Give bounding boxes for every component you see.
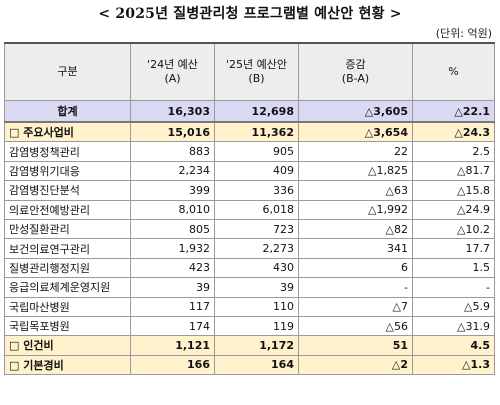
table-row: 감염병진단분석 399 336 △63 △15.8 — [4, 180, 495, 201]
row-percent: △5.9 — [412, 296, 495, 317]
table-row: 만성질환관리 805 723 △82 △10.2 — [4, 218, 495, 240]
table-row-personnel: □ 인건비 1,121 1,172 51 4.5 — [4, 335, 495, 356]
table-row-basic-expenses: □ 기본경비 166 164 △2 △1.3 — [4, 354, 495, 376]
header-change-label: 증감 — [345, 58, 366, 71]
row-2025: 409 — [214, 160, 299, 182]
table-row: 보건의료연구관리 1,932 2,273 341 17.7 — [4, 238, 495, 259]
row-2025: 1,172 — [214, 335, 299, 356]
row-percent: 1.5 — [412, 257, 495, 279]
header-row: 구분 '24년 예산 (A) '25년 예산안 (B) 증감 (B-A) % — [4, 42, 495, 101]
row-change: 6 — [298, 257, 413, 279]
row-change: - — [298, 277, 413, 298]
header-change: 증감 (B-A) — [298, 42, 413, 101]
header-2024-code: (A) — [164, 72, 181, 85]
row-change: △7 — [298, 296, 413, 317]
table-row: 감염병위기대응 2,234 409 △1,825 △81.7 — [4, 160, 495, 182]
row-2025: 164 — [214, 354, 299, 376]
row-change: △56 — [298, 315, 413, 337]
row-change: △3,654 — [298, 121, 413, 143]
unit-label: (단위: 억원) — [435, 27, 492, 40]
row-name: 합계 — [4, 100, 131, 123]
row-name: □ 주요사업비 — [4, 121, 131, 143]
row-percent: 2.5 — [412, 141, 495, 162]
row-2024: 8,010 — [130, 199, 215, 220]
row-2025: 430 — [214, 257, 299, 279]
row-2025: 110 — [214, 296, 299, 317]
row-name: 응급의료체계운영지원 — [4, 277, 131, 298]
row-2024: 423 — [130, 257, 215, 279]
header-category: 구분 — [4, 42, 131, 101]
table-row: 의료안전예방관리 8,010 6,018 △1,992 △24.9 — [4, 199, 495, 220]
row-percent: △22.1 — [412, 100, 495, 123]
row-percent: △1.3 — [412, 354, 495, 376]
row-name: 감염병위기대응 — [4, 160, 131, 182]
header-2024-budget: '24년 예산 (A) — [130, 42, 215, 101]
row-2024: 39 — [130, 277, 215, 298]
row-change: △82 — [298, 218, 413, 240]
row-2025: 12,698 — [214, 100, 299, 123]
row-percent: △24.3 — [412, 121, 495, 143]
row-change: 51 — [298, 335, 413, 356]
row-change: △1,992 — [298, 199, 413, 220]
row-2024: 174 — [130, 315, 215, 337]
row-change: △63 — [298, 180, 413, 201]
row-name: 국립목포병원 — [4, 315, 131, 337]
row-percent: △81.7 — [412, 160, 495, 182]
row-2025: 336 — [214, 180, 299, 201]
header-2025-budget: '25년 예산안 (B) — [214, 42, 299, 101]
table-row: 국립마산병원 117 110 △7 △5.9 — [4, 296, 495, 317]
row-percent: 17.7 — [412, 238, 495, 259]
row-2024: 1,121 — [130, 335, 215, 356]
row-2025: 6,018 — [214, 199, 299, 220]
row-2024: 883 — [130, 141, 215, 162]
row-2025: 119 — [214, 315, 299, 337]
row-2025: 39 — [214, 277, 299, 298]
row-2024: 15,016 — [130, 121, 215, 143]
row-2024: 2,234 — [130, 160, 215, 182]
row-change: 22 — [298, 141, 413, 162]
table-row: 응급의료체계운영지원 39 39 - - — [4, 277, 495, 298]
row-2024: 117 — [130, 296, 215, 317]
row-2025: 2,273 — [214, 238, 299, 259]
row-name: □ 인건비 — [4, 335, 131, 356]
row-percent: 4.5 — [412, 335, 495, 356]
row-2025: 11,362 — [214, 121, 299, 143]
header-2024-label: '24년 예산 — [147, 58, 198, 71]
table-row-main-projects: □ 주요사업비 15,016 11,362 △3,654 △24.3 — [4, 121, 495, 143]
table-row: 국립목포병원 174 119 △56 △31.9 — [4, 315, 495, 337]
header-percent: % — [412, 42, 495, 101]
header-change-formula: (B-A) — [341, 72, 370, 85]
row-name: 의료안전예방관리 — [4, 199, 131, 220]
row-2024: 1,932 — [130, 238, 215, 259]
row-name: 국립마산병원 — [4, 296, 131, 317]
table-row: 질병관리행정지원 423 430 6 1.5 — [4, 257, 495, 279]
row-2025: 905 — [214, 141, 299, 162]
row-percent: △24.9 — [412, 199, 495, 220]
table-row: 감염병정책관리 883 905 22 2.5 — [4, 141, 495, 162]
row-2025: 723 — [214, 218, 299, 240]
row-name: 질병관리행정지원 — [4, 257, 131, 279]
row-2024: 16,303 — [130, 100, 215, 123]
row-name: 감염병정책관리 — [4, 141, 131, 162]
row-change: 341 — [298, 238, 413, 259]
row-percent: - — [412, 277, 495, 298]
header-2025-label: '25년 예산안 — [226, 58, 287, 71]
row-2024: 805 — [130, 218, 215, 240]
page-title: < 2025년 질병관리청 프로그램별 예산안 현황 > — [98, 6, 402, 22]
row-percent: △15.8 — [412, 180, 495, 201]
row-2024: 399 — [130, 180, 215, 201]
row-name: □ 기본경비 — [4, 354, 131, 376]
row-name: 보건의료연구관리 — [4, 238, 131, 259]
row-name: 만성질환관리 — [4, 218, 131, 240]
row-percent: △10.2 — [412, 218, 495, 240]
row-name: 감염병진단분석 — [4, 180, 131, 201]
table-row-total: 합계 16,303 12,698 △3,605 △22.1 — [4, 100, 495, 123]
row-percent: △31.9 — [412, 315, 495, 337]
row-change: △2 — [298, 354, 413, 376]
row-change: △3,605 — [298, 100, 413, 123]
row-change: △1,825 — [298, 160, 413, 182]
budget-table: 구분 '24년 예산 (A) '25년 예산안 (B) 증감 (B-A) % 합… — [4, 42, 495, 376]
header-2025-code: (B) — [248, 72, 265, 85]
row-2024: 166 — [130, 354, 215, 376]
